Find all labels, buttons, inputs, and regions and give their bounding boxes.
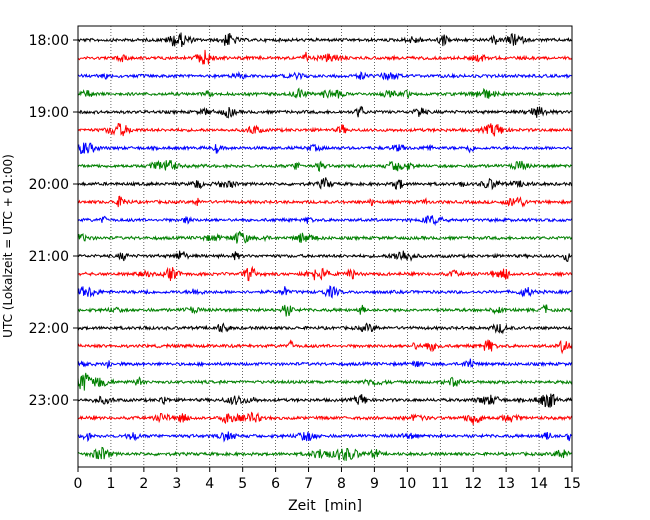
- x-tick-label: 14: [530, 476, 548, 492]
- trace-line: [77, 431, 573, 443]
- trace-line: [77, 195, 573, 208]
- x-tick-label: 6: [271, 476, 280, 492]
- trace-line: [77, 159, 573, 173]
- x-tick-label: 3: [172, 476, 181, 492]
- x-tick-label: 2: [139, 476, 148, 492]
- trace-line: [77, 322, 573, 335]
- trace-line: [77, 215, 573, 227]
- y-axis-label: UTC (Lokalzeit = UTC + 01:00): [1, 154, 15, 338]
- plot-frame: [77, 25, 573, 468]
- x-tick-label: 13: [497, 476, 515, 492]
- trace-line: [77, 446, 573, 462]
- trace-line: [77, 304, 573, 317]
- trace-line: [77, 32, 573, 48]
- x-tick-label: 10: [398, 476, 416, 492]
- x-tick-label: 1: [106, 476, 115, 492]
- trace-line: [77, 123, 573, 137]
- trace-line: [77, 177, 573, 191]
- trace-line: [77, 49, 573, 65]
- trace-line: [77, 142, 573, 155]
- trace-line: [77, 105, 573, 119]
- trace-line: [77, 250, 573, 262]
- x-tick-label: 4: [205, 476, 214, 492]
- trace-line: [77, 230, 573, 244]
- y-tick-label: 20:00: [29, 177, 69, 193]
- y-tick-label: 22:00: [29, 321, 69, 337]
- trace-line: [77, 411, 573, 426]
- x-tick-label: 15: [563, 476, 581, 492]
- trace-line: [77, 393, 573, 408]
- y-tick-label: 23:00: [29, 393, 69, 409]
- x-tick-label: 8: [337, 476, 346, 492]
- x-tick-label: 9: [370, 476, 379, 492]
- x-tick-label: 0: [74, 476, 83, 492]
- trace-line: [77, 339, 573, 355]
- x-axis: 0 1 2 3 4 5 6 7 8 9 10 11 12 13 14 15: [74, 467, 581, 492]
- trace-line: [77, 70, 573, 81]
- trace-line: [77, 87, 573, 99]
- trace-line: [77, 265, 573, 282]
- y-axis: 18:00 19:00 20:00 21:00 22:00 23:00: [29, 33, 78, 409]
- x-axis-label: Zeit [min]: [288, 498, 362, 514]
- y-tick-label: 19:00: [29, 105, 69, 121]
- x-tick-label: 7: [304, 476, 313, 492]
- y-tick-label: 18:00: [29, 33, 69, 49]
- trace-line: [77, 372, 573, 391]
- x-tick-label: 12: [464, 476, 482, 492]
- trace-line: [77, 358, 573, 370]
- trace-line: [77, 285, 573, 299]
- trace-group: [77, 32, 573, 462]
- y-tick-label: 21:00: [29, 249, 69, 265]
- x-tick-label: 11: [431, 476, 449, 492]
- x-tick-label: 5: [238, 476, 247, 492]
